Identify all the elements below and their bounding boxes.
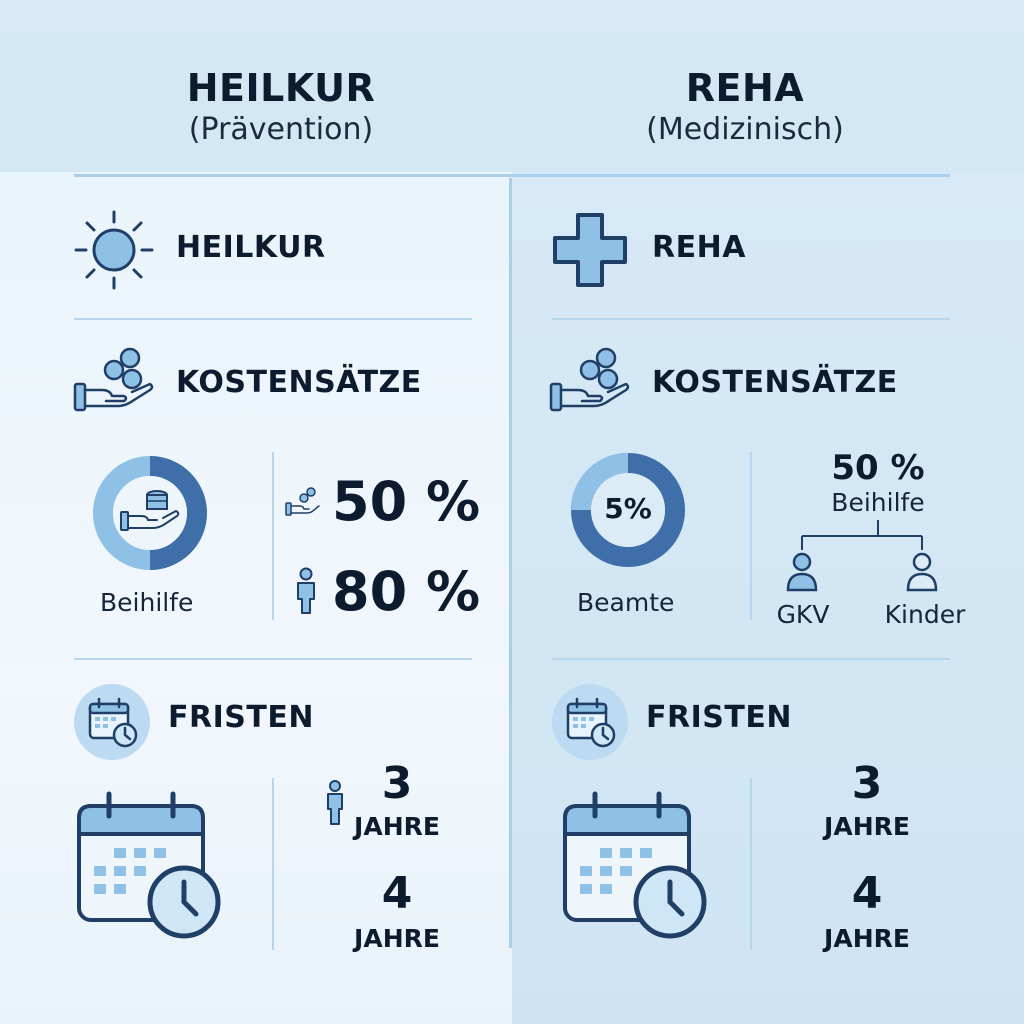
header-background: [0, 0, 1024, 172]
right-section-reha: REHA: [652, 230, 746, 265]
right-donut-value: 5%: [604, 492, 652, 525]
left-deadlines-divider: [272, 778, 274, 950]
left-divider-2: [74, 658, 472, 660]
column-divider: [509, 178, 512, 948]
left-deadline-2-unit: JAHRE: [354, 924, 440, 953]
sun-icon: [74, 210, 154, 290]
hand-coins-icon: [73, 347, 154, 412]
left-donut-chart: [93, 456, 207, 570]
right-deadline-1-unit: JAHRE: [824, 812, 910, 841]
left-deadline-2-value: 4: [381, 868, 413, 919]
right-deadline-2-unit: JAHRE: [824, 924, 910, 953]
left-rate-2: 80 %: [332, 560, 481, 623]
left-divider-1: [74, 318, 472, 320]
left-header-title: HEILKUR: [186, 66, 376, 110]
left-section-deadlines: FRISTEN: [168, 700, 314, 735]
left-rate-1: 50 %: [332, 470, 481, 533]
left-donut-label: Beihilfe: [100, 588, 194, 617]
right-deadline-1-value: 3: [851, 758, 883, 809]
medical-cross-icon: [553, 213, 627, 287]
calendar-clock-icon: [552, 684, 628, 760]
right-donut-chart: [571, 453, 685, 567]
right-tree-label: Beihilfe: [831, 488, 925, 517]
hand-coins-icon: [549, 347, 630, 412]
calendar-clock-icon: [77, 791, 221, 939]
header-divider: [74, 174, 950, 177]
left-header-subtitle: (Prävention): [188, 112, 374, 147]
left-deadline-1-value: 3: [381, 758, 413, 809]
right-tree-child-2: Kinder: [884, 600, 966, 629]
right-donut-label: Beamte: [577, 588, 675, 617]
right-deadline-2-value: 4: [851, 868, 883, 919]
right-deadlines-divider: [750, 778, 752, 950]
right-divider-2: [552, 658, 950, 660]
right-section-costs: KOSTENSÄTZE: [652, 365, 898, 400]
left-section-heilkur: HEILKUR: [176, 230, 326, 265]
person-icon: [297, 567, 315, 614]
right-divider-1: [552, 318, 950, 320]
right-header-title: REHA: [685, 66, 805, 110]
person-icon: [906, 552, 938, 592]
right-costs-divider: [750, 452, 752, 620]
left-deadline-1-unit: JAHRE: [354, 812, 440, 841]
person-icon: [786, 552, 818, 592]
hand-coins-icon: [120, 490, 180, 531]
person-icon: [327, 780, 343, 825]
right-tree-child-1: GKV: [776, 600, 830, 629]
right-header-subtitle: (Medizinisch): [646, 112, 844, 147]
left-costs-divider: [272, 452, 274, 620]
right-tree-value: 50 %: [831, 448, 925, 488]
tree-connector: [801, 520, 923, 550]
hand-coins-icon: [285, 487, 320, 516]
right-section-deadlines: FRISTEN: [646, 700, 792, 735]
calendar-clock-icon: [563, 791, 707, 939]
calendar-clock-icon: [74, 684, 150, 760]
left-section-costs: KOSTENSÄTZE: [176, 365, 422, 400]
